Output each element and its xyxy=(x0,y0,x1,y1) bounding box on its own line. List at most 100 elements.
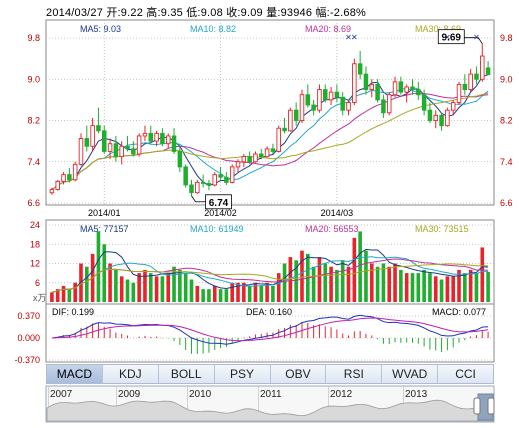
volume-bar[interactable] xyxy=(404,273,409,302)
candle-body[interactable] xyxy=(305,94,311,106)
candle-body[interactable] xyxy=(334,91,340,98)
candle-body[interactable] xyxy=(212,174,218,186)
volume-bar[interactable] xyxy=(125,279,130,302)
volume-bar[interactable] xyxy=(212,285,217,302)
candle-body[interactable] xyxy=(107,143,113,152)
volume-bar[interactable] xyxy=(61,285,66,302)
event-marker[interactable]: ✕ xyxy=(444,33,451,42)
volume-bar[interactable] xyxy=(387,266,392,302)
volume-bar[interactable] xyxy=(143,269,147,302)
volume-bar[interactable] xyxy=(294,260,298,302)
volume-bar[interactable] xyxy=(148,273,153,302)
candle-body[interactable] xyxy=(131,148,136,155)
candle-body[interactable] xyxy=(101,130,107,152)
event-marker[interactable]: ✕ xyxy=(345,33,352,42)
volume-bar[interactable] xyxy=(230,282,235,302)
candle-body[interactable] xyxy=(392,81,398,96)
candle-body[interactable] xyxy=(363,73,369,91)
volume-bar[interactable] xyxy=(166,273,171,302)
tab-obv[interactable]: OBV xyxy=(270,365,327,383)
event-marker[interactable]: ✕ xyxy=(473,33,480,42)
candle-body[interactable] xyxy=(398,81,404,93)
candle-body[interactable] xyxy=(200,181,206,184)
volume-bar[interactable] xyxy=(364,250,368,302)
volume-bar[interactable] xyxy=(137,273,141,302)
candle-body[interactable] xyxy=(410,86,415,91)
candle-body[interactable] xyxy=(468,73,473,91)
overview-right-handle[interactable] xyxy=(487,397,495,415)
tab-rsi[interactable]: RSI xyxy=(326,365,383,383)
candle-body[interactable] xyxy=(474,73,479,80)
volume-bar[interactable] xyxy=(67,289,72,302)
candle-body[interactable] xyxy=(154,132,159,142)
candle-body[interactable] xyxy=(61,174,66,182)
candle-body[interactable] xyxy=(317,89,322,111)
overview-left-handle[interactable] xyxy=(473,397,481,415)
volume-bar[interactable] xyxy=(178,269,182,302)
volume-bar[interactable] xyxy=(474,273,479,302)
volume-bar[interactable] xyxy=(340,260,345,302)
volume-bar[interactable] xyxy=(433,276,438,302)
candle-body[interactable] xyxy=(352,63,357,103)
volume-bar[interactable] xyxy=(224,289,229,302)
volume-bar[interactable] xyxy=(271,285,275,302)
candle-body[interactable] xyxy=(404,86,409,93)
candle-body[interactable] xyxy=(462,83,468,91)
candle-body[interactable] xyxy=(218,174,223,178)
candle-body[interactable] xyxy=(171,135,177,152)
volume-bar[interactable] xyxy=(276,273,281,302)
candle-body[interactable] xyxy=(445,109,450,127)
volume-bar[interactable] xyxy=(439,279,444,302)
candle-body[interactable] xyxy=(90,125,95,147)
candle-body[interactable] xyxy=(450,102,456,111)
candle-body[interactable] xyxy=(55,180,60,191)
candle-body[interactable] xyxy=(386,94,392,114)
candle-body[interactable] xyxy=(78,138,84,165)
candle-body[interactable] xyxy=(142,132,148,137)
tab-cci[interactable]: CCI xyxy=(438,365,493,383)
candle-body[interactable] xyxy=(485,67,491,76)
volume-bar[interactable] xyxy=(114,269,118,302)
volume-bar[interactable] xyxy=(189,279,194,302)
volume-bar[interactable] xyxy=(84,266,89,302)
volume-bar[interactable] xyxy=(480,247,485,302)
volume-bar[interactable] xyxy=(335,269,339,302)
candle-body[interactable] xyxy=(480,55,485,80)
candle-body[interactable] xyxy=(72,163,78,181)
candle-body[interactable] xyxy=(84,138,90,147)
candle-body[interactable] xyxy=(416,89,421,96)
volume-bar[interactable] xyxy=(131,282,136,302)
volume-bar[interactable] xyxy=(218,289,223,302)
candle-body[interactable] xyxy=(369,83,375,91)
volume-bar[interactable] xyxy=(428,273,432,302)
candle-body[interactable] xyxy=(381,99,386,114)
volume-bar[interactable] xyxy=(73,282,77,302)
event-marker[interactable]: ✕ xyxy=(351,33,358,42)
volume-bar[interactable] xyxy=(358,231,362,302)
volume-bar[interactable] xyxy=(172,266,176,302)
candle-body[interactable] xyxy=(259,153,264,158)
volume-bar[interactable] xyxy=(468,269,473,302)
volume-bar[interactable] xyxy=(381,263,386,303)
candle-body[interactable] xyxy=(224,176,229,183)
candle-body[interactable] xyxy=(264,148,270,158)
candle-body[interactable] xyxy=(282,127,287,132)
candle-body[interactable] xyxy=(189,184,194,194)
volume-bar[interactable] xyxy=(247,285,252,302)
volume-bar[interactable] xyxy=(486,271,490,302)
candle-body[interactable] xyxy=(177,150,183,168)
candle-body[interactable] xyxy=(456,83,462,103)
volume-bar[interactable] xyxy=(119,276,124,302)
volume-bar[interactable] xyxy=(183,273,188,302)
tab-macd[interactable]: MACD xyxy=(47,365,103,383)
candle-body[interactable] xyxy=(183,166,188,186)
volume-bar[interactable] xyxy=(311,266,316,302)
volume-bar[interactable] xyxy=(323,263,328,303)
candle-body[interactable] xyxy=(322,89,328,101)
candle-body[interactable] xyxy=(229,166,235,183)
candle-body[interactable] xyxy=(328,91,334,101)
volume-bar[interactable] xyxy=(300,250,304,302)
tab-boll[interactable]: BOLL xyxy=(158,365,215,383)
candle-body[interactable] xyxy=(427,109,433,121)
